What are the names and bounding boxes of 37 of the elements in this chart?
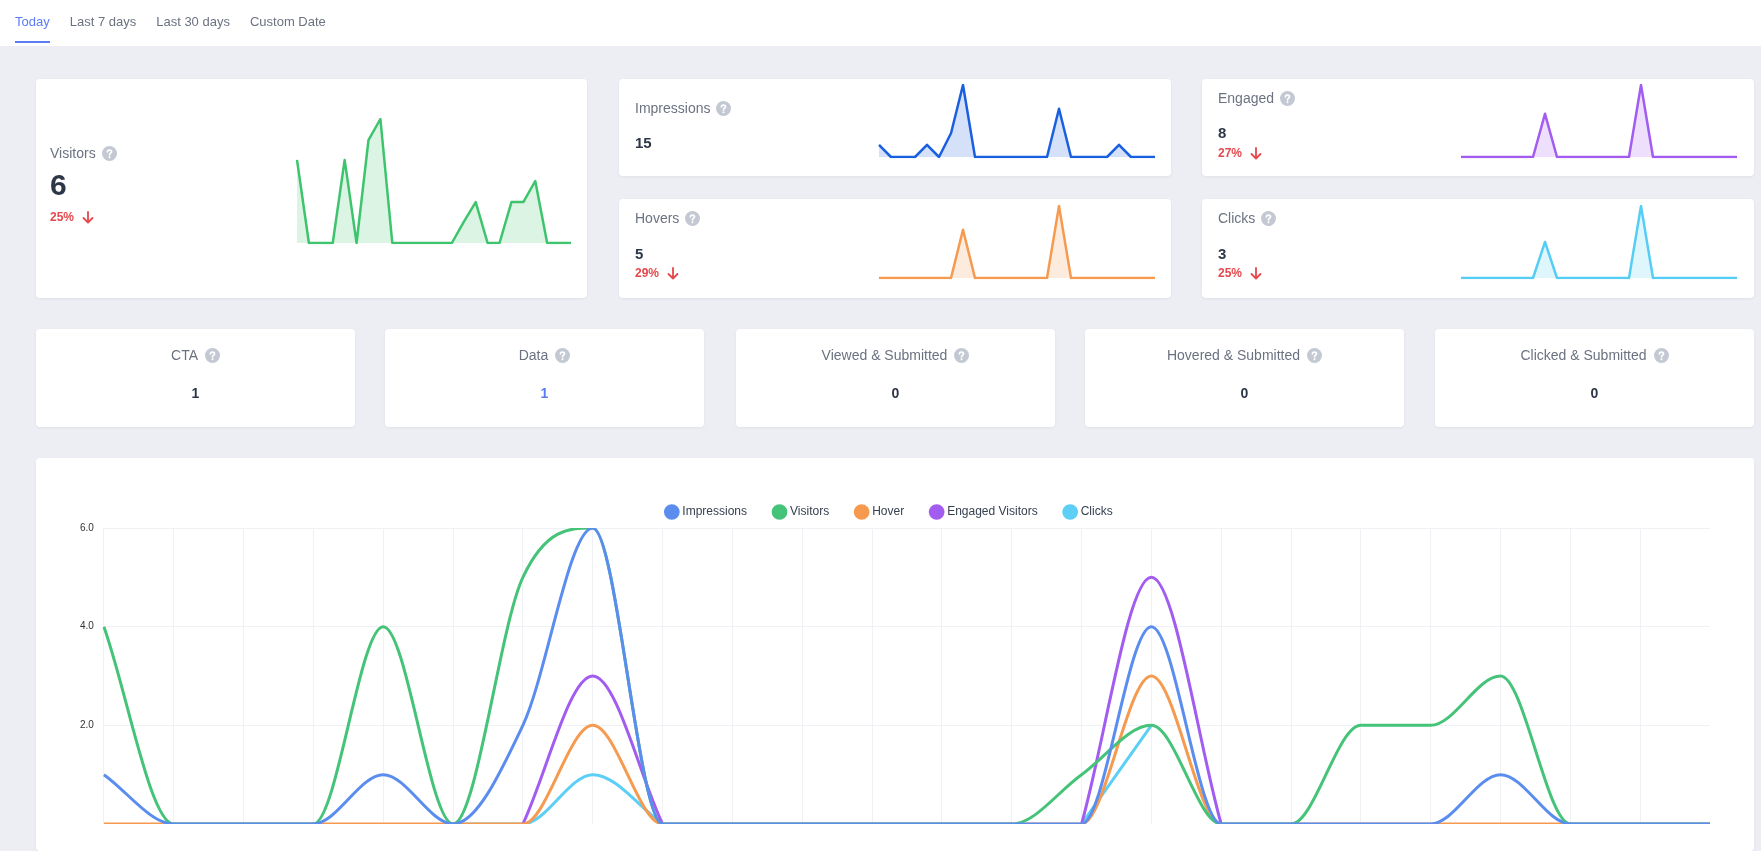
text: Engaged — [1218, 90, 1275, 106]
text: 25% — [50, 210, 75, 224]
text: Hovered & Submitted — [1166, 347, 1301, 363]
legend-label: Clicks — [1080, 504, 1113, 519]
text: 27% — [1218, 146, 1243, 160]
text: 3 — [1218, 245, 1227, 262]
y-tick-label: 2.0 — [80, 719, 95, 731]
text: 1 — [190, 385, 201, 401]
legend-label: Impressions — [682, 504, 748, 519]
text: 6 — [50, 168, 67, 202]
text: Impressions — [635, 100, 711, 116]
text: Visitors — [50, 145, 96, 161]
text: 8 — [1218, 124, 1227, 141]
text: 29% — [635, 266, 660, 280]
line-series — [102, 528, 1710, 824]
text: Data — [518, 347, 549, 363]
text: 0 — [1589, 385, 1600, 401]
text: Last 7 days — [69, 14, 137, 29]
text: 0 — [1239, 385, 1250, 401]
text: Viewed & Submitted — [821, 347, 948, 363]
legend-label: Engaged Visitors — [947, 504, 1038, 519]
legend-label: Hover — [872, 504, 905, 519]
text: Hovers — [635, 210, 680, 226]
legend-label: Visitors — [790, 504, 830, 519]
text: Clicked & Submitted — [1520, 347, 1647, 363]
y-tick-label: 4.0 — [80, 620, 95, 632]
text: CTA — [171, 347, 198, 363]
text: 0 — [890, 385, 901, 401]
text: Custom Date — [249, 14, 326, 29]
text: 15 — [635, 134, 652, 151]
text: Clicks — [1218, 210, 1256, 226]
text: 25% — [1218, 266, 1243, 280]
text: 1 — [539, 385, 550, 401]
text: Today — [15, 14, 50, 43]
y-tick-label: 6.0 — [80, 521, 95, 533]
text: Last 30 days — [156, 14, 230, 29]
text: 5 — [635, 245, 644, 262]
